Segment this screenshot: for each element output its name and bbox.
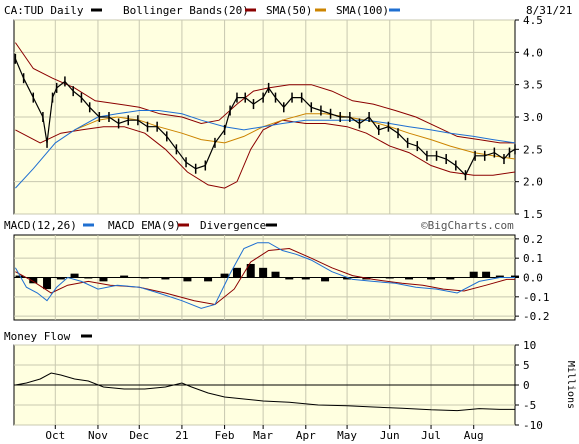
divergence-bar [56, 277, 65, 280]
divergence-bar [343, 277, 352, 280]
price-grid [14, 19, 515, 215]
divergence-bar [259, 267, 268, 278]
divergence-bar [385, 277, 394, 279]
x-tick-label: Jul [421, 429, 441, 442]
y-tick-label: 4.5 [523, 14, 543, 27]
sma50-line [74, 113, 516, 160]
divergence-bar [120, 275, 129, 278]
y-tick-label: 2.0 [523, 176, 543, 189]
y-tick-label: 0.1 [523, 252, 543, 265]
price-y-axis: 4.5 4.0 3.5 3.0 2.5 2.0 1.5 [515, 14, 543, 221]
divergence-bar [246, 263, 255, 278]
sma50-label: SMA(50) [266, 4, 312, 17]
divergence-bar [469, 271, 478, 278]
macd-ema-line [15, 247, 515, 306]
divergence-bar [161, 277, 170, 280]
x-axis: Oct Nov Dec 21 Feb Mar Apr May Jun Jul Aug [45, 425, 484, 442]
divergence-bar [183, 277, 192, 282]
y-tick-label: 3.5 [523, 79, 543, 92]
x-tick-label: Apr [296, 429, 316, 442]
symbol-label: CA:TUD Daily [4, 4, 84, 17]
y-tick-label: 3.0 [523, 111, 543, 124]
y-tick-label: 10 [523, 339, 536, 352]
divergence-bar [271, 271, 280, 278]
price-line [14, 58, 516, 177]
chart-date: 8/31/21 [526, 4, 572, 17]
divergence-bar [43, 277, 52, 290]
x-tick-label: Mar [253, 429, 273, 442]
money-flow-series [15, 372, 515, 412]
x-tick-label: 21 [175, 429, 188, 442]
divergence-bar [15, 275, 24, 278]
x-tick-label: Jun [380, 429, 400, 442]
divergence-bar [84, 277, 93, 279]
x-tick-label: Feb [215, 429, 235, 442]
divergence-bar [301, 277, 310, 280]
y-tick-label: -5 [523, 399, 536, 412]
bollinger-upper-line [14, 42, 515, 144]
y-tick-label: 0 [523, 379, 530, 392]
divergence-bar [29, 277, 38, 284]
divergence-bar [511, 275, 519, 278]
y-tick-label: 2.5 [523, 143, 543, 156]
y-tick-label: -10 [523, 419, 543, 432]
x-tick-label: Nov [88, 429, 108, 442]
divergence-bar [495, 275, 504, 278]
macd-header: MACD(12,26) MACD EMA(9) Divergence ©BigC… [4, 219, 514, 232]
y-tick-label: -0.1 [523, 291, 550, 304]
divergence-bar [99, 277, 108, 282]
y-tick-label: -0.2 [523, 310, 550, 323]
x-tick-label: Dec [129, 429, 149, 442]
x-tick-label: Aug [464, 429, 484, 442]
y-tick-label: 1.5 [523, 208, 543, 221]
sma100-line [15, 110, 516, 189]
macd-label: MACD(12,26) [4, 219, 77, 232]
divergence-label: Divergence [200, 219, 266, 232]
y-tick-label: 0.0 [523, 272, 543, 285]
money-flow-header: Money Flow [4, 330, 92, 343]
bollinger-label: Bollinger Bands(20) [123, 4, 249, 17]
x-tick-label: May [337, 429, 357, 442]
macd-series [14, 242, 519, 309]
money-flow-units: Millions [565, 361, 576, 409]
macd-line [14, 242, 515, 309]
macd-y-axis: 0.2 0.1 0.0 -0.1 -0.2 [515, 233, 550, 323]
macd-ema-label: MACD EMA(9) [108, 219, 181, 232]
divergence-bar [204, 277, 213, 282]
y-tick-label: 5 [523, 359, 530, 372]
divergence-bar [70, 273, 79, 278]
money-flow-y-axis: 10 5 0 -5 -10 [515, 339, 543, 432]
divergence-bar [140, 277, 149, 279]
price-header: CA:TUD Daily Bollinger Bands(20) SMA(50)… [4, 4, 572, 17]
divergence-bar [232, 267, 241, 278]
money-flow-line [15, 372, 515, 412]
divergence-bar [220, 273, 229, 278]
bollinger-lower-line [15, 119, 516, 189]
price-series [14, 42, 516, 189]
watermark: ©BigCharts.com [421, 219, 514, 232]
y-tick-label: 0.2 [523, 233, 543, 246]
divergence-bar [285, 277, 294, 280]
divergence-bar [427, 277, 436, 280]
divergence-bar [321, 277, 330, 282]
y-tick-label: 4.0 [523, 46, 543, 59]
sma100-label: SMA(100) [336, 4, 389, 17]
divergence-bar [482, 271, 491, 278]
divergence-bar [446, 277, 455, 280]
x-tick-label: Oct [45, 429, 65, 442]
money-flow-label: Money Flow [4, 330, 71, 343]
divergence-bar [405, 277, 414, 280]
